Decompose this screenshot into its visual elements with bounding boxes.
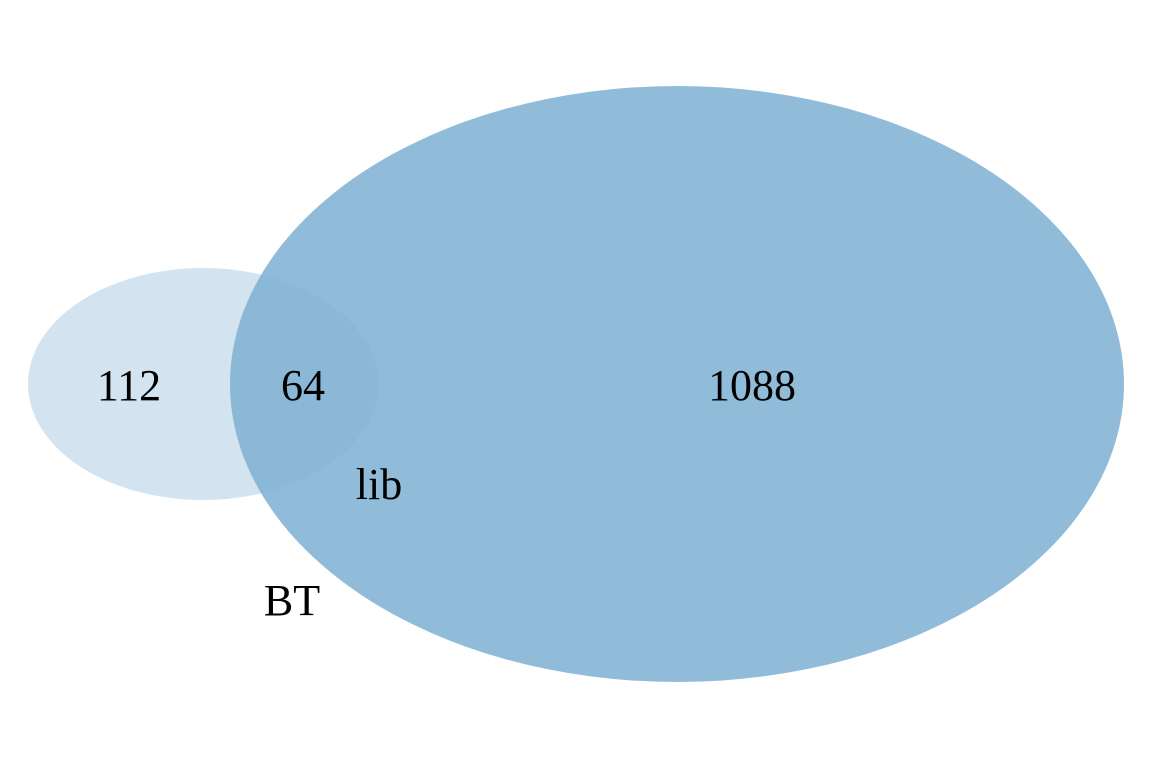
region-intersection-count: 64 [281, 361, 325, 410]
region-bt-only-count: 1088 [708, 361, 796, 410]
region-lib-only-count: 112 [97, 361, 161, 410]
set-label-lib: lib [356, 460, 402, 509]
set-bt-ellipse [230, 86, 1124, 682]
set-label-bt: BT [264, 576, 320, 625]
